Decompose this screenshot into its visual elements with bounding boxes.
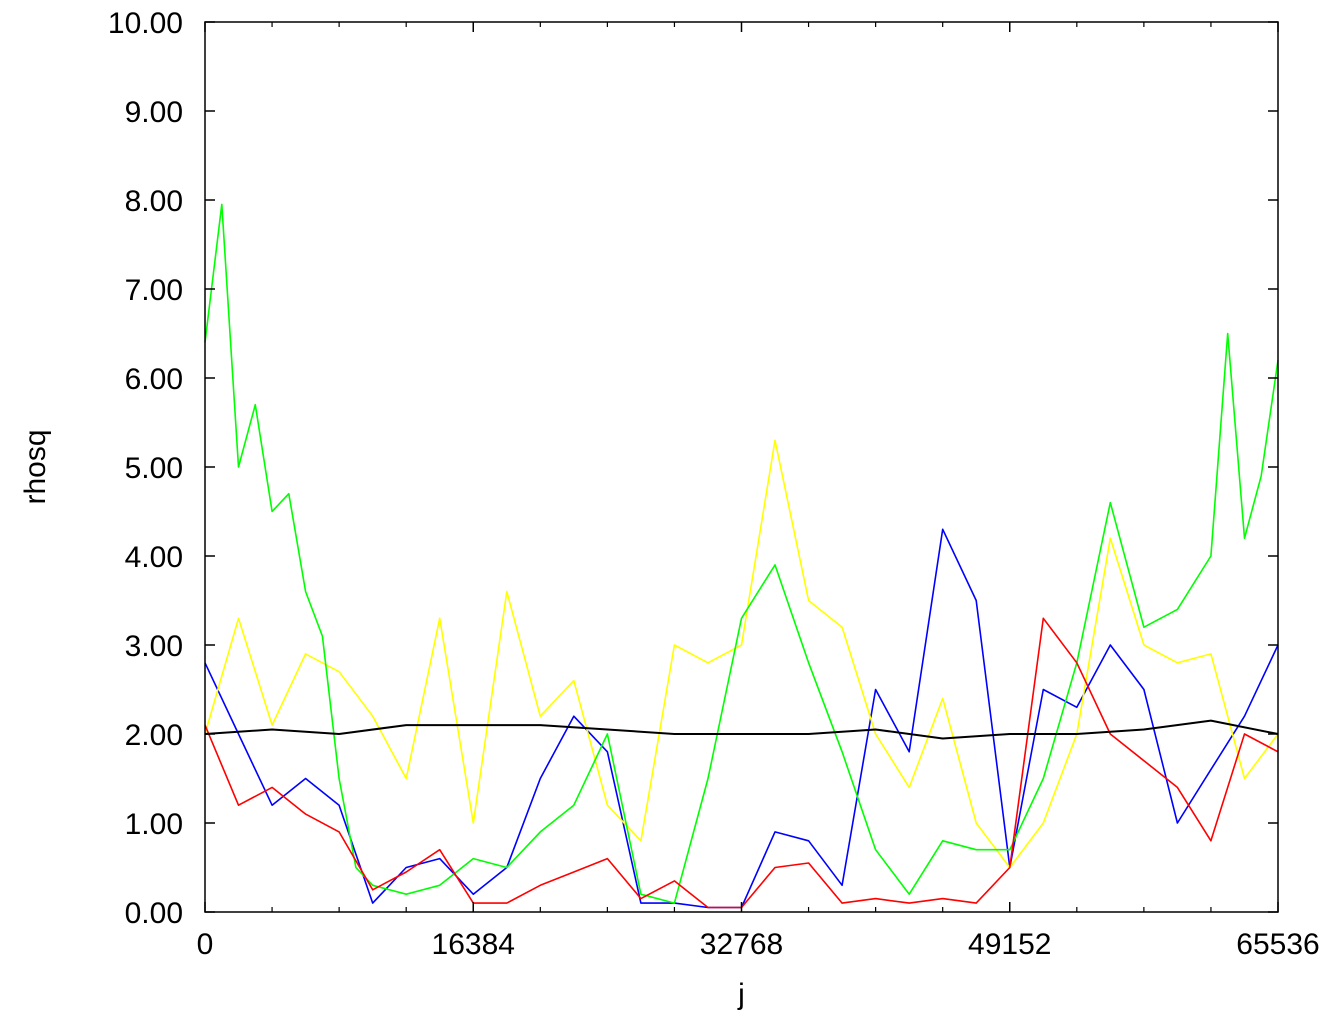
y-tick-label: 8.00: [125, 185, 183, 218]
y-tick-label: 1.00: [125, 808, 183, 841]
x-tick-label: 16384: [432, 928, 515, 961]
y-tick-label: 5.00: [125, 452, 183, 485]
series-line-1: [204, 617, 1279, 909]
y-tick-label: 0.00: [125, 897, 183, 930]
y-tick-label: 3.00: [125, 630, 183, 663]
x-axis-title: j: [737, 978, 745, 1011]
y-tick-label: 4.00: [125, 541, 183, 574]
y-tick-label: 9.00: [125, 96, 183, 129]
series-line-2: [204, 203, 1279, 904]
y-tick-label: 7.00: [125, 274, 183, 307]
x-tick-label: 65536: [1236, 928, 1319, 961]
x-tick-label: 32768: [700, 928, 783, 961]
series-line-0: [204, 719, 1279, 740]
x-tick-label: 49152: [968, 928, 1051, 961]
y-tick-label: 6.00: [125, 363, 183, 396]
y-axis-title: rhosq: [19, 429, 52, 504]
x-tick-label: 0: [197, 928, 214, 961]
y-tick-label: 2.00: [125, 719, 183, 752]
series-line-3: [204, 439, 1279, 869]
plot-frame: [204, 21, 1279, 913]
series-line-4: [204, 528, 1279, 909]
y-tick-label: 10.00: [108, 7, 183, 40]
